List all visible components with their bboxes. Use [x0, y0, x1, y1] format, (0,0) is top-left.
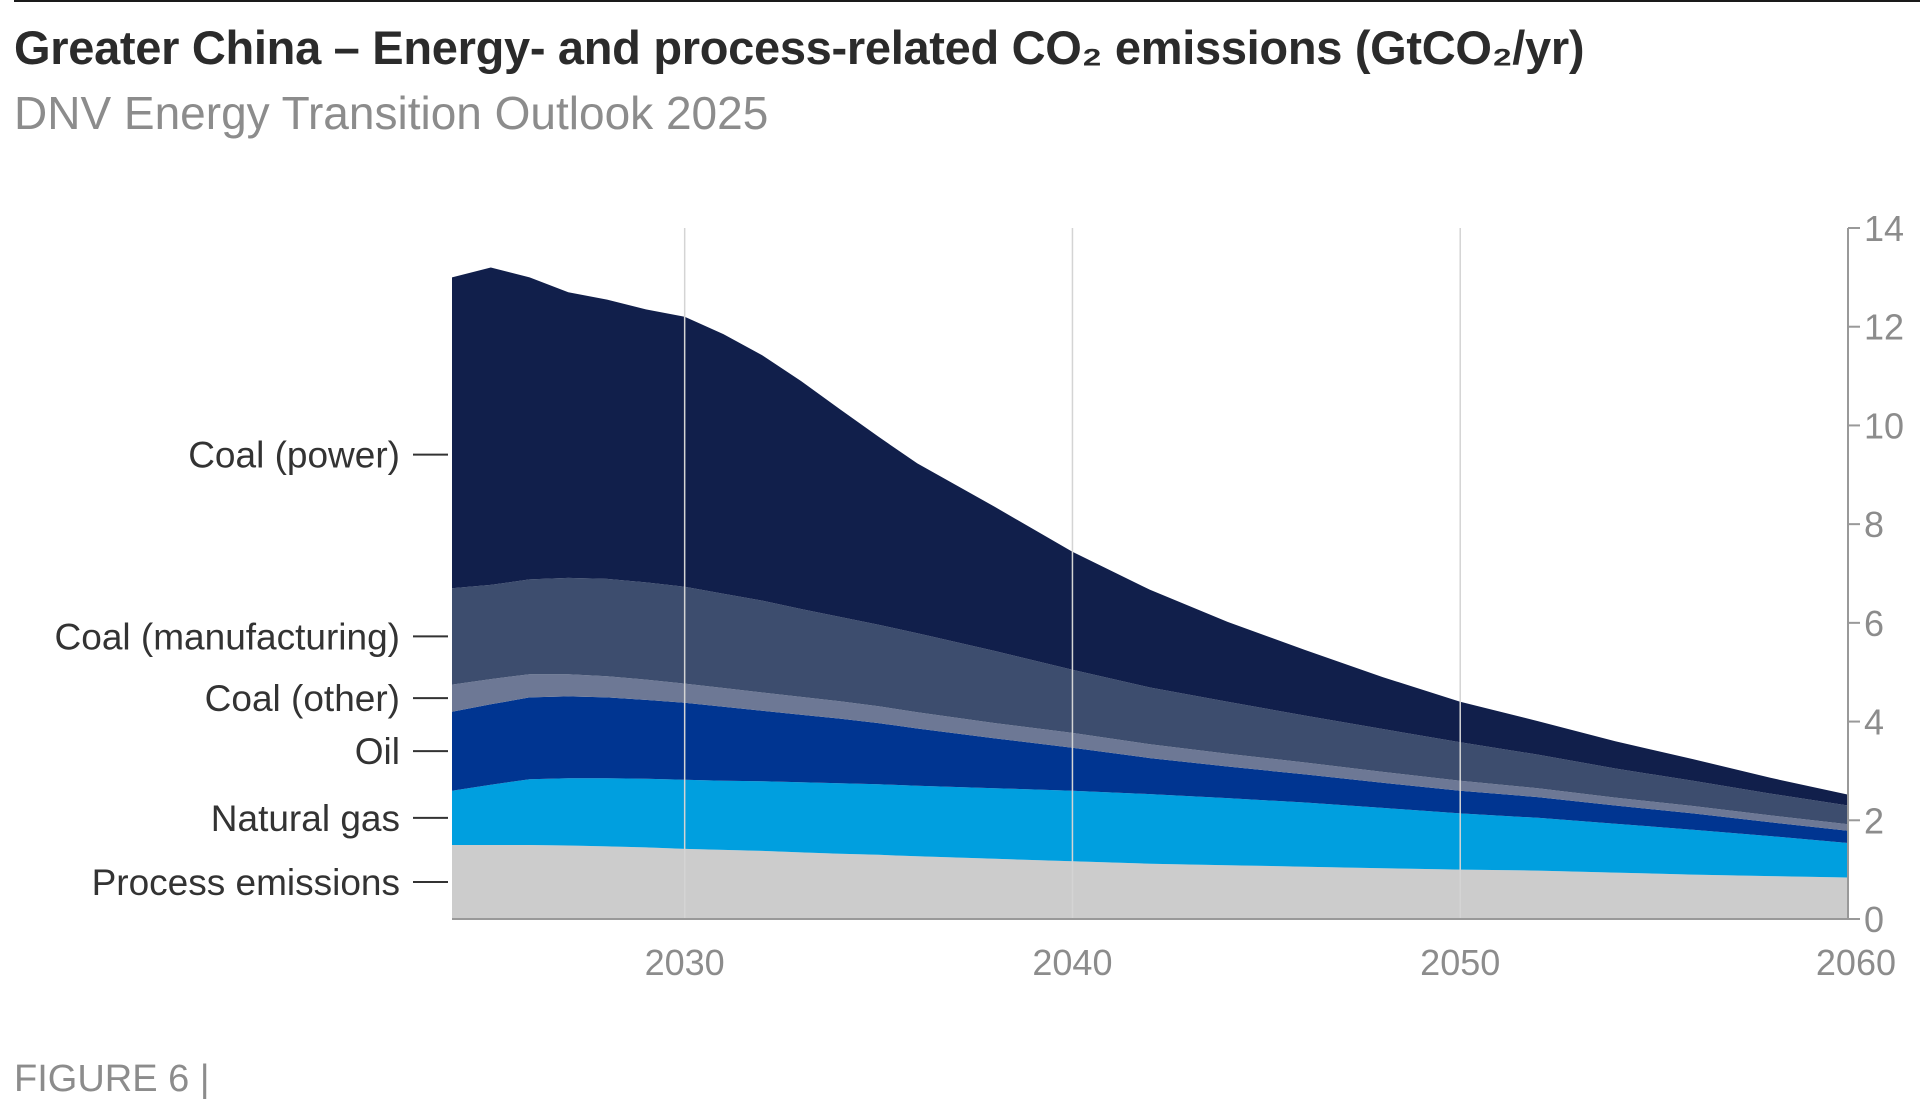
y-tick-label-2: 2 — [1864, 800, 1884, 841]
figure-label: FIGURE 6 | — [14, 1058, 210, 1100]
y-tick-label-14: 14 — [1864, 208, 1904, 249]
area-process-emissions — [452, 845, 1848, 919]
series-label-oil: Oil — [355, 731, 400, 772]
series-label-coal-power: Coal (power) — [188, 435, 400, 476]
x-tick-label-2050: 2050 — [1420, 942, 1500, 983]
y-tick-label-8: 8 — [1864, 504, 1884, 545]
chart-subtitle: DNV Energy Transition Outlook 2025 — [14, 87, 769, 139]
y-tick-label-12: 12 — [1864, 307, 1904, 348]
top-rule — [14, 0, 1920, 2]
y-tick-label-0: 0 — [1864, 899, 1884, 940]
area-coal-manufacturing — [452, 577, 1848, 825]
area-coal-other — [452, 674, 1848, 831]
y-tick-label-4: 4 — [1864, 702, 1884, 743]
area-coal-power — [452, 267, 1848, 806]
series-label-coal-manufacturing: Coal (manufacturing) — [55, 616, 400, 657]
x-tick-label-2040: 2040 — [1032, 942, 1112, 983]
series-label-process-emissions: Process emissions — [92, 862, 400, 903]
series-label-coal-other: Coal (other) — [205, 678, 400, 719]
area-natural-gas — [452, 778, 1848, 878]
y-tick-label-10: 10 — [1864, 405, 1904, 446]
y-tick-label-6: 6 — [1864, 603, 1884, 644]
series-label-natural-gas: Natural gas — [211, 798, 400, 839]
area-oil — [452, 696, 1848, 843]
x-tick-label-2060: 2060 — [1816, 942, 1896, 983]
chart-title: Greater China – Energy- and process-rela… — [14, 21, 1585, 74]
x-tick-label-2030: 2030 — [645, 942, 725, 983]
